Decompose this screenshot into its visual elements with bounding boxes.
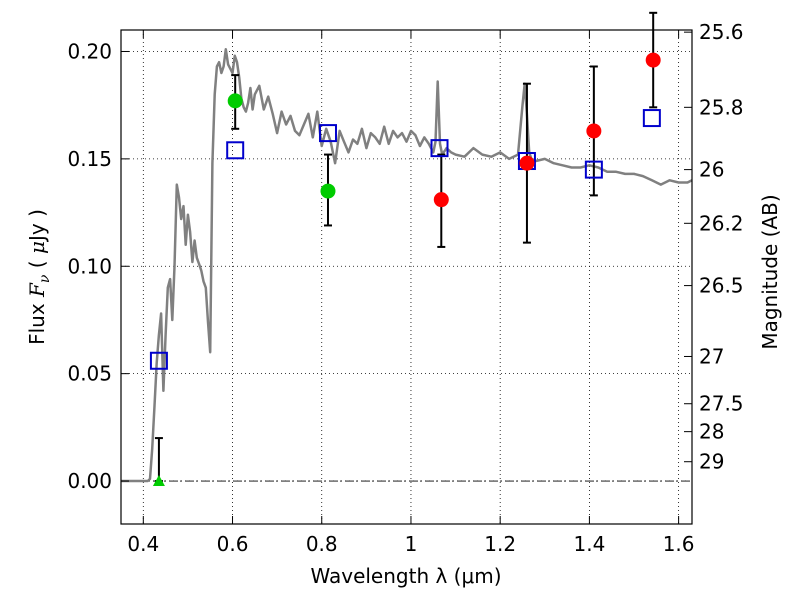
y-tick-label: 0.20 [67, 39, 112, 63]
right-axis-tick-label: 25.8 [699, 95, 744, 119]
y-tick-label: 0.10 [67, 254, 112, 278]
observed-point-red-0 [433, 192, 449, 208]
data-markers [149, 52, 661, 487]
model-point-square-1 [226, 141, 245, 160]
observed-point-red-1 [519, 155, 535, 171]
right-axis-tick-label: 26 [699, 158, 724, 182]
right-axis-tick-label: 25.6 [699, 20, 744, 44]
x-tick-label: 0.8 [306, 532, 338, 556]
y-axis-label-symbol: F [25, 282, 49, 298]
model-point-square-2 [318, 124, 337, 143]
observed-point-green-1 [320, 183, 336, 199]
right-axis-label: Magnitude (AB) [758, 194, 782, 349]
y-axis-label: Flux Fν ( μJy ) [25, 209, 53, 345]
right-axis-tick-label: 26.5 [699, 274, 744, 298]
right-axis-tick-label: 29 [699, 450, 724, 474]
y-axis-label-subscript: ν [37, 274, 53, 283]
axis-ticks: 0.4 0.6 0.8 1 1.2 1.4 1.6 0.00 0.05 0.10 0.15 0.20 2… [67, 20, 743, 556]
right-axis-tick-label: 26.2 [699, 211, 744, 235]
x-tick-label: 1.6 [663, 532, 695, 556]
x-tick-label: 1.2 [484, 532, 516, 556]
x-tick-label: 1 [405, 532, 418, 556]
model-point-square-0 [149, 351, 168, 370]
observed-point-green-0 [227, 93, 243, 109]
y-axis-label-word: Flux [25, 297, 49, 345]
x-tick-label: 0.6 [217, 532, 249, 556]
y-axis-label-mu: μ [25, 241, 49, 254]
model-point-square-6 [642, 109, 661, 128]
y-axis-label-unit: Jy ) [25, 209, 49, 243]
x-tick-label: 0.4 [127, 532, 159, 556]
right-axis-tick-label: 27.5 [699, 392, 744, 416]
plot-frame [120, 29, 693, 525]
x-axis-label: Wavelength λ (μm) [310, 564, 501, 588]
error-bars [154, 11, 658, 483]
right-axis-tick-label: 27 [699, 344, 724, 368]
y-tick-label: 0.15 [67, 147, 112, 171]
y-tick-label: 0.05 [67, 362, 112, 386]
observed-point-red-3 [645, 52, 661, 68]
x-tick-label: 1.4 [573, 532, 605, 556]
model-point-square-5 [584, 160, 603, 179]
right-axis-tick-label: 28 [699, 420, 724, 444]
y-axis-label-paren: ( [25, 254, 49, 275]
non-detection-triangle [152, 475, 165, 487]
model-spectrum [121, 48, 693, 483]
model-spectrum-line [121, 48, 693, 483]
grid-lines [121, 30, 692, 524]
y-tick-label: 0.00 [67, 469, 112, 493]
model-point-square-3 [430, 139, 449, 158]
observed-point-red-2 [586, 123, 602, 139]
